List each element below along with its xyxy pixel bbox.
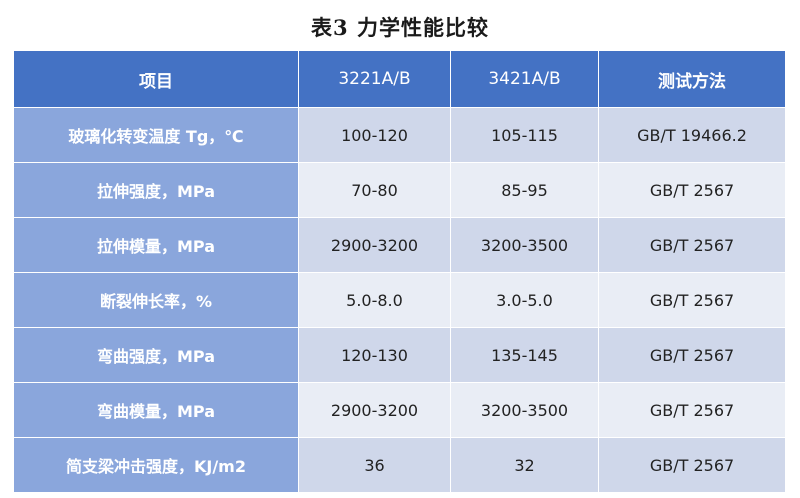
table-row: 拉伸模量，MPa 2900-3200 3200-3500 GB/T 2567 bbox=[13, 217, 786, 273]
cell-3221ab: 2900-3200 bbox=[298, 217, 451, 273]
cell-3221ab: 70-80 bbox=[298, 162, 451, 218]
cell-3221ab: 5.0-8.0 bbox=[298, 272, 451, 328]
table-row: 弯曲强度，MPa 120-130 135-145 GB/T 2567 bbox=[13, 327, 786, 383]
table-header-row: 项目 3221A/B 3421A/B 测试方法 bbox=[13, 50, 786, 108]
table-row: 弯曲模量，MPa 2900-3200 3200-3500 GB/T 2567 bbox=[13, 382, 786, 438]
cell-test-method: GB/T 2567 bbox=[598, 162, 786, 218]
header-3421ab: 3421A/B bbox=[450, 50, 599, 108]
cell-3421ab: 3200-3500 bbox=[450, 217, 599, 273]
cell-test-method: GB/T 2567 bbox=[598, 382, 786, 438]
row-label: 断裂伸长率，% bbox=[13, 272, 299, 328]
cell-3421ab: 32 bbox=[450, 437, 599, 493]
table-row: 拉伸强度，MPa 70-80 85-95 GB/T 2567 bbox=[13, 162, 786, 218]
cell-3221ab: 120-130 bbox=[298, 327, 451, 383]
properties-table: 项目 3221A/B 3421A/B 测试方法 玻璃化转变温度 Tg，℃ 100… bbox=[13, 50, 786, 493]
row-label: 拉伸模量，MPa bbox=[13, 217, 299, 273]
cell-3421ab: 105-115 bbox=[450, 107, 599, 163]
cell-test-method: GB/T 19466.2 bbox=[598, 107, 786, 163]
cell-3221ab: 100-120 bbox=[298, 107, 451, 163]
header-test-method: 测试方法 bbox=[598, 50, 786, 108]
table-row: 玻璃化转变温度 Tg，℃ 100-120 105-115 GB/T 19466.… bbox=[13, 107, 786, 163]
cell-test-method: GB/T 2567 bbox=[598, 327, 786, 383]
cell-3221ab: 2900-3200 bbox=[298, 382, 451, 438]
row-label: 简支梁冲击强度，KJ/m2 bbox=[13, 437, 299, 493]
cell-3421ab: 3.0-5.0 bbox=[450, 272, 599, 328]
cell-3421ab: 135-145 bbox=[450, 327, 599, 383]
row-label: 弯曲强度，MPa bbox=[13, 327, 299, 383]
header-item: 项目 bbox=[13, 50, 299, 108]
cell-test-method: GB/T 2567 bbox=[598, 217, 786, 273]
row-label: 拉伸强度，MPa bbox=[13, 162, 299, 218]
row-label: 弯曲模量，MPa bbox=[13, 382, 299, 438]
table-row: 简支梁冲击强度，KJ/m2 36 32 GB/T 2567 bbox=[13, 437, 786, 493]
header-3221ab: 3221A/B bbox=[298, 50, 451, 108]
cell-test-method: GB/T 2567 bbox=[598, 272, 786, 328]
cell-3221ab: 36 bbox=[298, 437, 451, 493]
row-label: 玻璃化转变温度 Tg，℃ bbox=[13, 107, 299, 163]
cell-3421ab: 3200-3500 bbox=[450, 382, 599, 438]
table-title: 表3 力学性能比较 bbox=[311, 15, 489, 40]
cell-test-method: GB/T 2567 bbox=[598, 437, 786, 493]
cell-3421ab: 85-95 bbox=[450, 162, 599, 218]
table-row: 断裂伸长率，% 5.0-8.0 3.0-5.0 GB/T 2567 bbox=[13, 272, 786, 328]
